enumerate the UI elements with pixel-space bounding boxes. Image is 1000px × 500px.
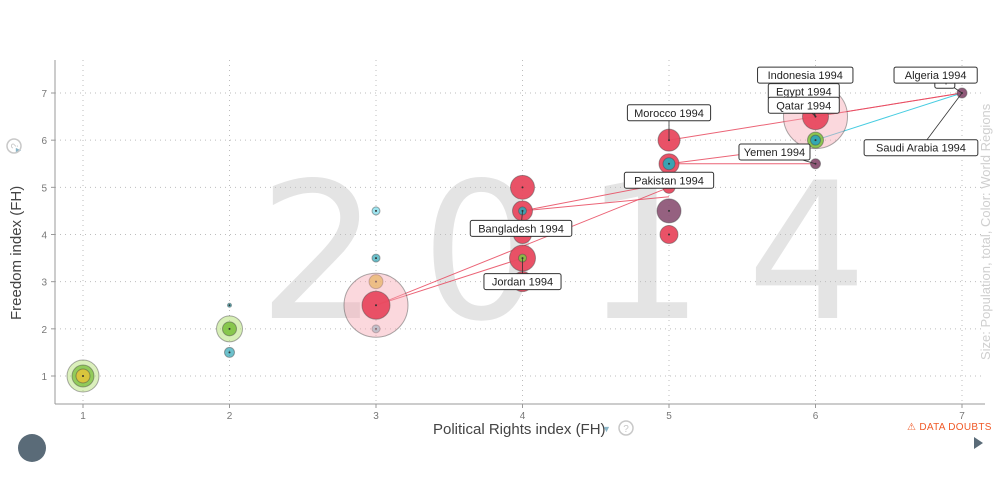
x-tick-label: 3 [373,411,379,422]
y-tick-label: 2 [41,325,47,336]
annotation-label: Jordan 1994 [492,277,553,289]
bubble-center-dot [228,304,231,307]
chevron-down-icon[interactable]: ▼ [13,146,23,155]
bubble-center-dot [668,162,670,165]
annotation-box [863,139,979,157]
trail-line [375,257,523,306]
annotation-box [757,66,854,84]
bubble-center-dot [228,327,231,330]
y-tick-label: 7 [41,89,47,100]
y-tick-label: 4 [41,231,47,242]
annotation-box [767,96,840,114]
bubble-center-dot [82,375,84,377]
annotation-label: Egypt 1994 [776,87,832,99]
axes: 1 2 3 4 5 6 7 1 2 3 4 5 6 7 [41,60,985,422]
annotation-label: Yemen 1994 [744,147,805,159]
data-doubts-link[interactable]: ⚠ DATA DOUBTS [907,422,992,433]
chevron-down-icon[interactable]: ▼ [602,424,611,434]
x-tick-label: 1 [80,411,86,422]
annotation-label: Qatar 1994 [776,100,831,112]
x-tick-label: 7 [959,411,965,422]
play-pause-button[interactable] [18,434,46,462]
annotation-box [626,104,712,122]
y-axis-selector[interactable]: Freedom index (FH) ▼ ? [6,138,25,320]
warning-triangle-icon: ⚠ [907,422,917,433]
annotation-box [469,219,573,237]
annotation-box [893,66,978,84]
annotation-label: Bangladesh 1994 [478,223,564,235]
svg-text:?: ? [623,424,629,435]
x-tick-label: 5 [666,411,672,422]
annotation-label: Saudi Arabia 1994 [876,143,966,155]
bubble-center-dot [668,209,670,212]
question-circle-icon[interactable]: ? [618,420,634,436]
y-tick-label: 1 [41,372,47,383]
annotation-label: Morocco 1994 [634,108,704,120]
annotation-leader [920,92,963,148]
y-tick-label: 3 [41,278,47,289]
x-axis-title: Political Rights index (FH) [433,421,606,438]
trail-line [815,92,963,118]
bubble-center-dot [668,233,670,236]
y-tick-label: 5 [41,183,47,194]
data-doubts-label: DATA DOUBTS [919,422,992,433]
annotation-box [738,143,811,161]
year-watermark: 2014 [258,142,910,363]
bubble-center-dot [814,139,817,142]
bubble-center-dot [375,304,377,307]
annotation-box [483,273,562,291]
bubble-center-dot [375,280,377,283]
size-color-caption[interactable]: Size: Population, total, Color: World Re… [978,103,993,360]
bubble-center-dot [375,209,377,212]
annotation-label: Indonesia 1994 [768,70,843,82]
timeline-arrow-icon[interactable] [974,437,983,449]
bubble-center-dot [375,327,377,330]
bubble-center-dot [375,257,377,260]
svg-text:?: ? [10,143,21,149]
annotation-label: Pakistan 1994 [634,175,704,187]
x-tick-label: 4 [520,411,526,422]
bubble-center-dot [228,351,231,354]
y-tick-label: 6 [41,136,47,147]
trail-line [815,92,963,141]
x-tick-label: 2 [227,411,233,422]
trail-line [522,196,670,212]
x-tick-label: 6 [813,411,819,422]
question-circle-icon[interactable]: ? [6,138,22,154]
annotation-box [623,171,715,189]
x-axis-selector[interactable]: Political Rights index (FH) ▼ ? [433,420,634,438]
y-axis-title: Freedom index (FH) [8,186,25,320]
annotation-label: Algeria 1994 [905,70,967,82]
bubble-center-dot [521,186,524,189]
